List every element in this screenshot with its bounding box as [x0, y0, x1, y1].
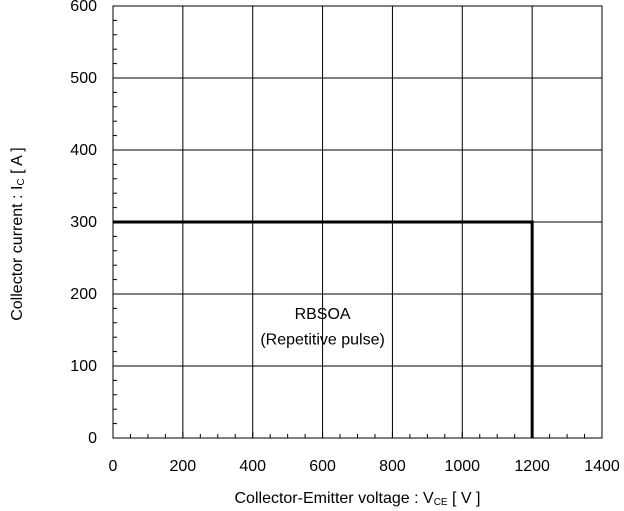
y-axis-label-unit: [ A ]	[9, 147, 26, 178]
x-tick-label: 1200	[514, 458, 550, 475]
y-tick-label: 0	[88, 430, 97, 447]
x-axis-label-sub: CE	[434, 497, 448, 508]
y-tick-label: 100	[70, 358, 97, 375]
y-tick-label: 300	[70, 214, 97, 231]
plot-frame	[112, 5, 603, 439]
x-tick-label: 1000	[444, 458, 480, 475]
x-tick-label: 0	[109, 458, 118, 475]
y-axis-label-main: Collector current : I	[9, 186, 26, 321]
x-tick-labels: 0 200 400 600 800 1000 1200 1400	[109, 458, 620, 475]
y-axis-label: Collector current : IC [ A ]	[9, 147, 27, 321]
y-tick-label: 600	[70, 0, 97, 15]
x-axis-label: Collector-Emitter voltage : VCE [ V ]	[235, 490, 481, 508]
annotation-label: (Repetitive pulse)	[260, 331, 385, 348]
y-tick-label: 200	[70, 286, 97, 303]
x-tick-label: 800	[379, 458, 406, 475]
x-tick-label: 600	[309, 458, 336, 475]
series-layer	[113, 220, 534, 438]
x-axis-label-main: Collector-Emitter voltage : V	[235, 490, 435, 507]
y-tick-label: 400	[70, 142, 97, 159]
x-axis-label-unit: [ V ]	[448, 490, 481, 507]
rbsoa-boundary-line	[113, 220, 534, 438]
x-tick-label: 400	[239, 458, 266, 475]
y-tick-label: 500	[70, 70, 97, 87]
annotations: RBSOA (Repetitive pulse)	[260, 306, 385, 348]
y-axis-label-sub: C	[16, 178, 27, 185]
y-tick-labels: 0 100 200 300 400 500 600	[70, 0, 97, 447]
x-tick-label: 200	[170, 458, 197, 475]
annotation-label: RBSOA	[295, 306, 351, 323]
x-tick-label: 1400	[584, 458, 620, 475]
